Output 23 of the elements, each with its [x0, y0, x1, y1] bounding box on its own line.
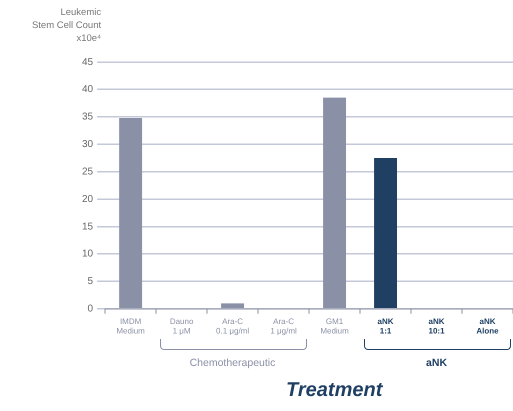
x-axis-title: Treatment [286, 378, 382, 402]
y-tick-label: 30 [82, 139, 94, 150]
x-tick-label: GM1 Medium [320, 316, 350, 336]
text: Chemotherapeutic [190, 356, 276, 369]
y-tick-label: 0 [88, 304, 94, 315]
y-tick-label: 15 [82, 221, 94, 232]
y-tick-label: 10 [82, 248, 94, 260]
x-tick-label: Ara-C 1 μg/ml [270, 316, 297, 336]
x-tick-label: Ara-C 0.1 μg/ml [216, 316, 250, 336]
x-tick-label: aNK Alone [476, 316, 500, 336]
text: aNK [426, 356, 448, 369]
x-tick-label: IMDM Medium [116, 316, 146, 336]
y-tick-label: 40 [82, 84, 94, 96]
x-tick-label: aNK 1:1 [378, 316, 394, 336]
x-tick-label: Dauno 1 μM [170, 316, 194, 336]
y-tick-label: 35 [82, 112, 94, 123]
y-axis-title: Leukemic Stem Cell Count x10e⁴ [32, 6, 102, 45]
y-tick-label: 25 [82, 166, 94, 178]
y-tick-label: 45 [82, 56, 94, 68]
bar [374, 158, 398, 308]
y-tick-label: 20 [82, 194, 94, 205]
x-tick-label: aNK 10:1 [428, 316, 446, 336]
y-tick-label: 5 [88, 276, 94, 288]
